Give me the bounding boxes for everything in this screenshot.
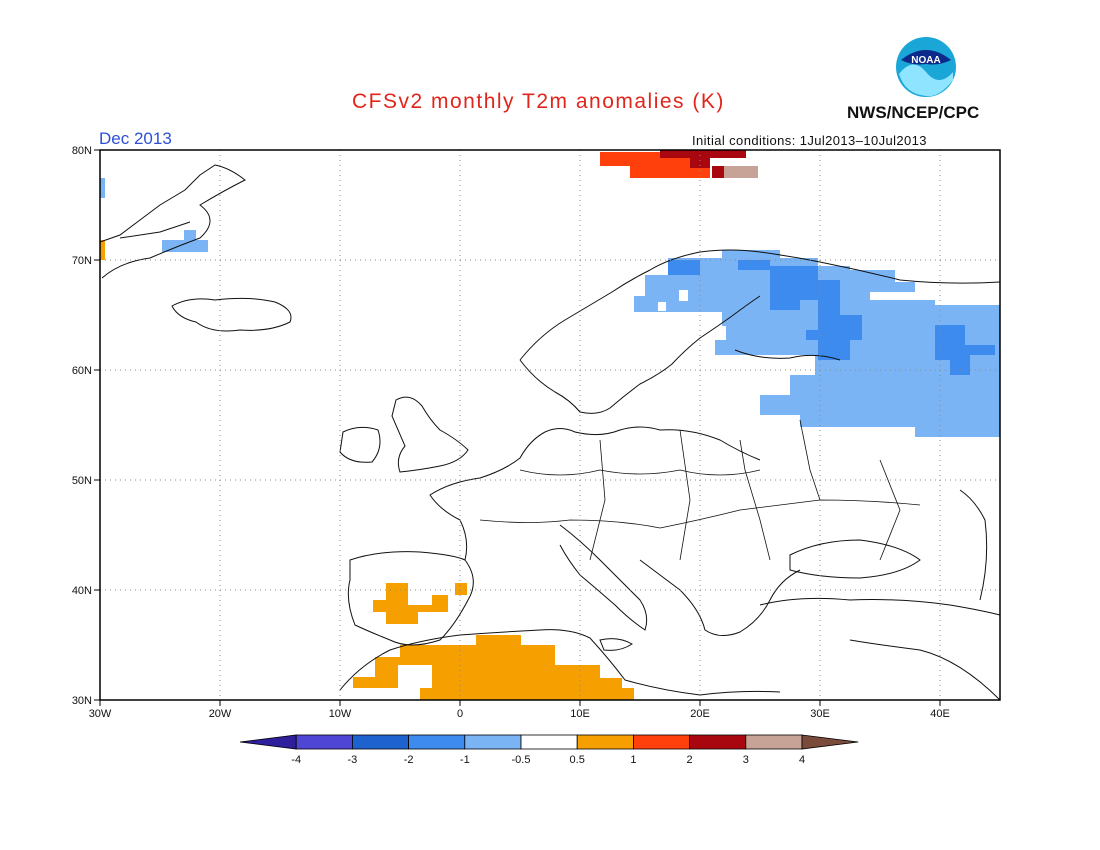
colorbar-label: 3 — [743, 754, 749, 766]
colorbar-cell — [351, 734, 409, 750]
chart-title: CFSv2 monthly T2m anomalies (K) — [352, 90, 725, 113]
colorbar-label: -2 — [404, 754, 414, 766]
lon-label: 0 — [457, 708, 463, 720]
colorbar-cell — [520, 734, 578, 750]
lat-label: 70N — [72, 255, 92, 267]
colorbar-cell — [464, 734, 522, 750]
lat-label: 40N — [72, 585, 92, 597]
iberia-warm — [373, 583, 467, 624]
lon-label: 30E — [810, 708, 830, 720]
colorbar-label: 4 — [799, 754, 805, 766]
logo-text: NOAA — [911, 55, 940, 66]
lon-label: 20E — [690, 708, 710, 720]
north-africa-warm — [353, 635, 634, 700]
grid — [100, 150, 1000, 700]
svalbard-warm — [600, 150, 758, 178]
borders — [479, 419, 921, 561]
lon-label: 20W — [209, 708, 232, 720]
initial-conditions: Initial conditions: 1Jul2013–10Jul2013 — [692, 133, 927, 148]
lon-label: 40E — [930, 708, 950, 720]
colorbar-cell — [689, 734, 747, 750]
colorbar: -4 -3 -2 -1 -0.5 0.5 1 2 3 4 — [239, 734, 859, 766]
coastlines — [99, 164, 1001, 701]
lon-label: 30W — [89, 708, 112, 720]
lat-label: 50N — [72, 475, 92, 487]
colorbar-max-triangle — [801, 734, 859, 750]
colorbar-cell — [633, 734, 691, 750]
colorbar-label: -3 — [348, 754, 358, 766]
colorbar-cell — [295, 734, 353, 750]
colorbar-cell — [408, 734, 466, 750]
lat-label: 80N — [72, 145, 92, 157]
colorbar-cell — [745, 734, 803, 750]
lon-label: 10E — [570, 708, 590, 720]
colorbar-min-triangle — [239, 734, 297, 750]
colorbar-cell — [576, 734, 634, 750]
scandinavia-russia-cold — [634, 250, 1000, 437]
agency-label: NWS/NCEP/CPC — [847, 103, 980, 122]
colorbar-label: 1 — [630, 754, 636, 766]
map-frame — [99, 149, 1001, 701]
colorbar-label: -0.5 — [512, 754, 531, 766]
colorbar-label: -1 — [460, 754, 470, 766]
colorbar-label: 0.5 — [570, 754, 585, 766]
colorbar-label: -4 — [291, 754, 301, 766]
forecast-period: Dec 2013 — [99, 129, 172, 148]
greenland-cold — [100, 178, 208, 260]
colorbar-label: 2 — [687, 754, 693, 766]
lat-label: 30N — [72, 695, 92, 707]
noaa-logo-icon: NOAA — [896, 37, 956, 97]
lat-label: 60N — [72, 365, 92, 377]
lon-label: 10W — [329, 708, 352, 720]
